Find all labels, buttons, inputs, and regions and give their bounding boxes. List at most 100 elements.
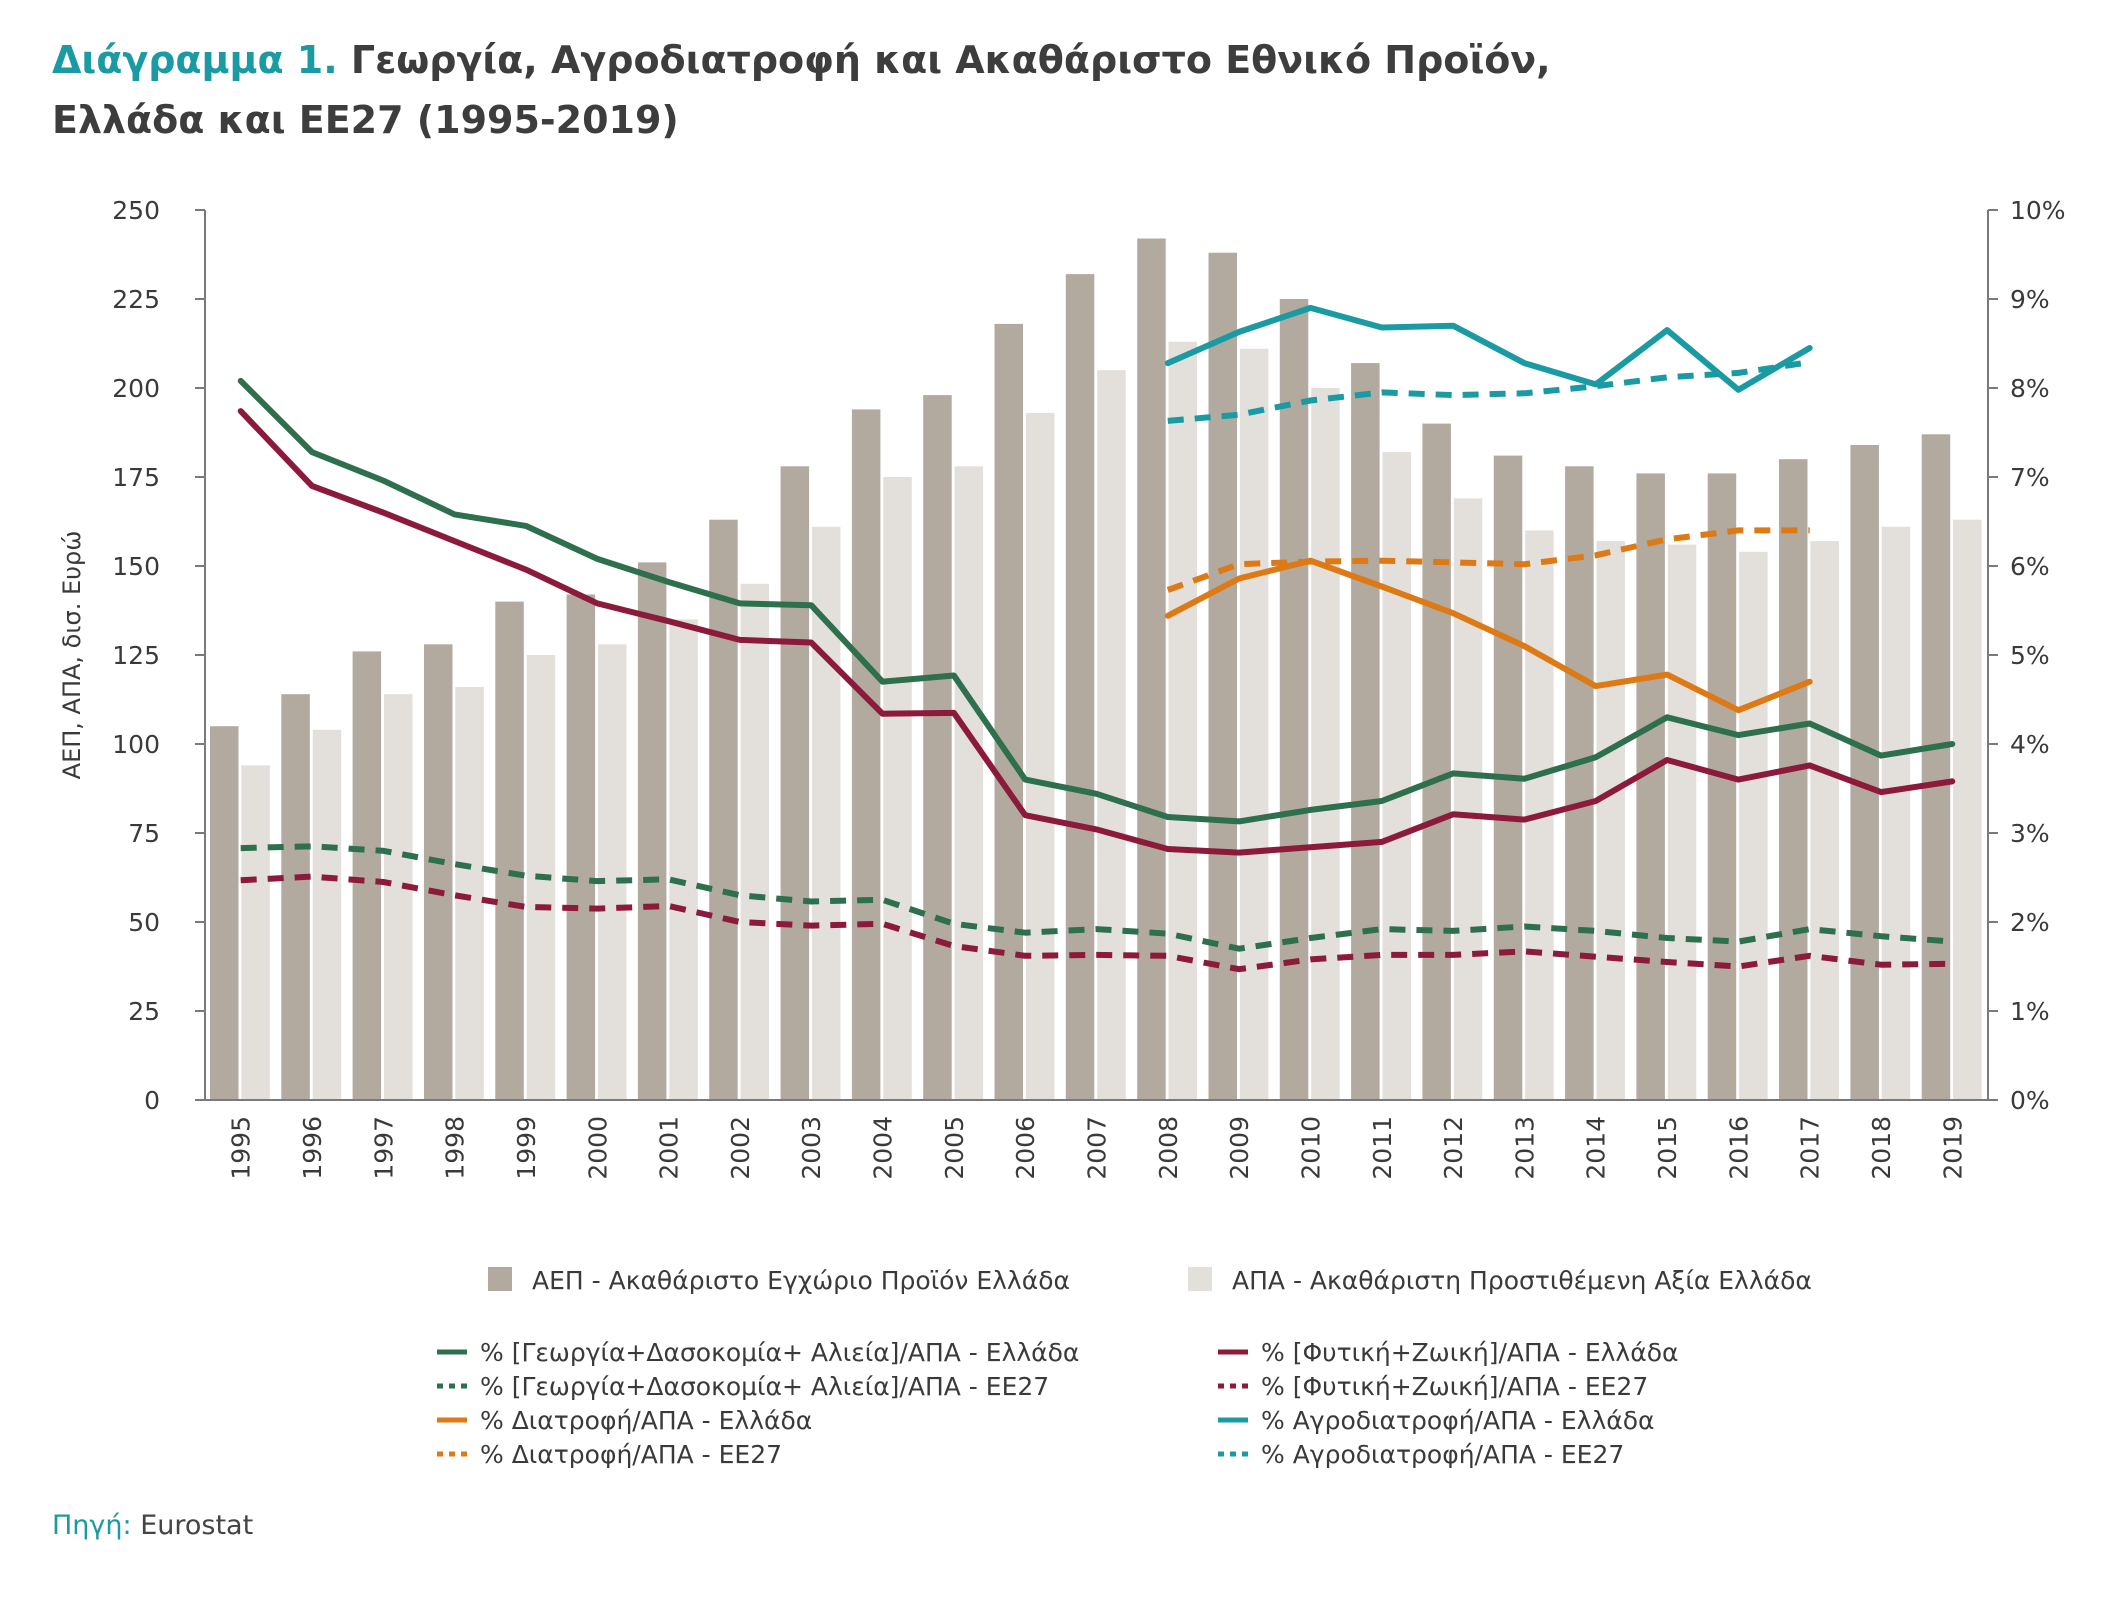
title-text-1: Γεωργία, Αγροδιατροφή και Ακαθάριστο Εθν…: [350, 38, 1551, 82]
x-tick-label: 2001: [655, 1116, 684, 1180]
source-value: Eurostat: [140, 1510, 254, 1541]
x-tick-label: 1998: [441, 1116, 470, 1180]
x-tick-label: 2000: [583, 1116, 612, 1180]
gva-bar-2016: [1739, 551, 1768, 1100]
x-tick-label: 2009: [1225, 1116, 1254, 1180]
chart-title: Διάγραμμα 1. Γεωργία, Αγροδιατροφή και Α…: [52, 30, 1852, 150]
left-tick-label: 125: [112, 641, 160, 670]
x-tick-label: 2003: [797, 1116, 826, 1180]
right-tick-label: 7%: [2010, 463, 2050, 492]
gva-bar-2008: [1168, 341, 1197, 1100]
gva-bar-2010: [1311, 388, 1340, 1100]
gva-bar-2007: [1097, 370, 1126, 1100]
gva-bar-2000: [598, 644, 627, 1100]
agri-eu27-line: [240, 843, 1953, 952]
food-eu27-legend-label: % Διατροφή/ΑΠΑ - ΕΕ27: [480, 1440, 782, 1469]
right-tick-label: 3%: [2010, 819, 2050, 848]
right-tick-label: 1%: [2010, 997, 2050, 1026]
left-tick-label: 200: [112, 374, 160, 403]
agri-greece-line: [237, 377, 1956, 825]
right-tick-label: 5%: [2010, 641, 2050, 670]
gdp-bar-1995: [210, 726, 239, 1100]
gva-bar-2012: [1453, 498, 1483, 1100]
x-tick-label: 1997: [369, 1116, 398, 1180]
x-tick-label: 2019: [1938, 1116, 1967, 1180]
right-tick-label: 6%: [2010, 552, 2050, 581]
agri-eu27-legend-label: % [Γεωργία+Δασοκομία+ Αλιεία]/ΑΠΑ - ΕΕ27: [480, 1372, 1049, 1401]
left-tick-label: 100: [112, 730, 160, 759]
gdp-bar-2008: [1137, 238, 1166, 1100]
left-tick-label: 75: [128, 819, 160, 848]
agrofood-greece-legend-label: % Αγροδιατροφή/ΑΠΑ - Ελλάδα: [1261, 1406, 1655, 1435]
gdp-bar-2001: [637, 562, 667, 1100]
x-tick-label: 2008: [1154, 1116, 1183, 1180]
gva-bar-2019: [1953, 519, 1982, 1100]
title-line-1: Διάγραμμα 1. Γεωργία, Αγροδιατροφή και Α…: [52, 30, 1852, 90]
lines-layer: [237, 304, 1956, 973]
gdp-bar-1998: [424, 644, 453, 1100]
agrofood-greece-line: [1164, 304, 1813, 393]
right-tick-label: 9%: [2010, 285, 2050, 314]
left-tick-label: 175: [112, 463, 160, 492]
right-tick-label: 8%: [2010, 374, 2050, 403]
gdp-bar-1997: [352, 651, 382, 1100]
y-axis-label: ΑΕΠ, ΑΠΑ, δισ. Ευρώ: [58, 531, 86, 780]
gdp-bar-2002: [709, 519, 738, 1100]
left-tick-label: 150: [112, 552, 160, 581]
gdp-bar-2011: [1351, 363, 1380, 1101]
gdp-bar-2009: [1208, 252, 1237, 1100]
bars-layer: [210, 238, 1982, 1101]
gdp-bar-2019: [1921, 434, 1951, 1100]
left-tick-label: 50: [128, 908, 160, 937]
right-tick-label: 0%: [2010, 1086, 2050, 1115]
food-greece-legend-label: % Διατροφή/ΑΠΑ - Ελλάδα: [480, 1406, 812, 1435]
x-tick-label: 1999: [512, 1116, 541, 1180]
gdp-bar-2015: [1636, 473, 1665, 1100]
gdp-bar-1996: [281, 694, 310, 1100]
gva-bar-2005: [954, 466, 984, 1100]
x-tick-label: 2013: [1510, 1116, 1539, 1180]
x-tick-label: 2004: [869, 1116, 898, 1180]
x-tick-label: 1995: [227, 1116, 256, 1180]
gva-bar-2015: [1667, 544, 1697, 1100]
gva-bar-2009: [1239, 348, 1269, 1100]
gdp-bar-2017: [1779, 459, 1808, 1100]
gva-legend-label: ΑΠΑ - Ακαθάριστη Προστιθέμενη Αξία Ελλάδ…: [1232, 1266, 1812, 1295]
axes-layer: 0 25 50 75 100 125 150 175 200 225 250 0% 1% 2% 3% 4% 5%…: [58, 196, 2066, 1180]
x-tick-label: 2007: [1083, 1116, 1112, 1180]
crop-greece-legend-label: % [Φυτική+Ζωική]/ΑΠΑ - Ελλάδα: [1261, 1338, 1678, 1367]
gva-bar-2006: [1025, 412, 1055, 1100]
legend: ΑΕΠ - Ακαθάριστο Εγχώριο Προϊόν Ελλάδα ΑΠ…: [437, 1266, 1812, 1469]
gva-bar-2011: [1382, 452, 1411, 1101]
gva-bar-1995: [241, 765, 270, 1100]
gva-bar-2002: [740, 583, 770, 1100]
x-tick-label: 2010: [1297, 1116, 1326, 1180]
gdp-bar-2004: [851, 409, 881, 1100]
title-prefix: Διάγραμμα 1.: [52, 38, 338, 82]
x-tick-label: 2014: [1582, 1116, 1611, 1180]
gdp-bar-2000: [566, 594, 596, 1100]
gdp-bar-2012: [1422, 423, 1451, 1101]
food-eu27-line: [1166, 527, 1810, 593]
title-line-2: Ελλάδα και ΕΕ27 (1995-2019): [52, 98, 679, 142]
x-tick-label: 2011: [1368, 1116, 1397, 1180]
x-tick-label: 2005: [940, 1116, 969, 1180]
left-tick-label: 250: [112, 196, 160, 225]
gva-bar-2014: [1596, 541, 1625, 1100]
crop-greece-line: [237, 408, 1956, 856]
right-tick-label: 2%: [2010, 908, 2050, 937]
agrofood-eu27-legend-label: % Αγροδιατροφή/ΑΠΑ - ΕΕ27: [1261, 1440, 1624, 1469]
x-tick-label: 2015: [1653, 1116, 1682, 1180]
gva-bar-2001: [669, 619, 698, 1100]
x-tick-label: 1996: [298, 1116, 327, 1180]
x-tick-label: 2016: [1724, 1116, 1753, 1180]
crop-eu27-legend-label: % [Φυτική+Ζωική]/ΑΠΑ - ΕΕ27: [1261, 1372, 1648, 1401]
gdp-bar-2014: [1565, 466, 1594, 1100]
gva-bar-2017: [1810, 541, 1839, 1100]
food-greece-line: [1164, 557, 1813, 714]
gdp-legend-swatch: [488, 1267, 512, 1291]
gdp-bar-2007: [1065, 274, 1095, 1101]
left-tick-label: 25: [128, 997, 160, 1026]
gva-bar-2004: [883, 477, 912, 1100]
